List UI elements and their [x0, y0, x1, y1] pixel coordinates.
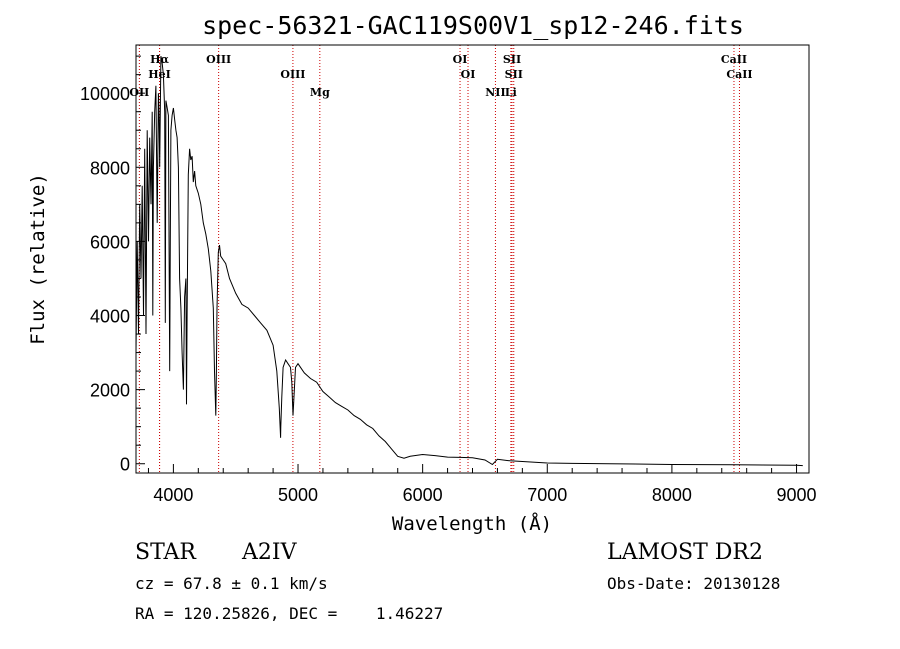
- y-tick-label: 8000: [90, 158, 130, 178]
- x-axis-label: Wavelength (Å): [392, 512, 552, 535]
- marker-label: OII: [129, 86, 149, 99]
- marker-label: OI: [453, 53, 468, 66]
- marker-label: CaII: [721, 53, 747, 66]
- marker-label: HeI: [148, 68, 171, 81]
- y-tick-label: 10000: [80, 84, 130, 104]
- y-tick-label: 0: [120, 455, 130, 475]
- marker-labels: HαHeIOIIOIIIOIIIMgOIOINIISIISIILiCaIICaI…: [129, 53, 752, 99]
- coordinates-text: RA = 120.25826, DEC = 1.46227: [135, 604, 443, 623]
- x-tick-label: 5000: [278, 485, 318, 505]
- x-tick-label: 9000: [777, 485, 817, 505]
- x-tick-label: 8000: [652, 485, 692, 505]
- obs-date-text: Obs-Date: 20130128: [607, 574, 780, 593]
- marker-label: SII: [503, 53, 521, 66]
- survey-name: LAMOST DR2: [607, 540, 763, 565]
- x-tick-label: 7000: [527, 485, 567, 505]
- marker-label: CaII: [726, 68, 752, 81]
- x-tick-label: 6000: [403, 485, 443, 505]
- y-tick-label: 6000: [90, 232, 130, 252]
- object-subclass: A2IV: [241, 540, 298, 565]
- object-class: STAR: [135, 540, 197, 565]
- x-tick-label: 4000: [153, 485, 193, 505]
- y-tick-label: 2000: [90, 381, 130, 401]
- redshift-text: cz = 67.8 ± 0.1 km/s: [135, 574, 328, 593]
- marker-label: NII: [485, 86, 505, 99]
- marker-label: Li: [505, 86, 517, 99]
- y-axis-ticks: 0 2000 4000 6000 8000 10000: [80, 55, 145, 475]
- marker-label: OIII: [280, 68, 305, 81]
- x-axis-ticks: 4000 5000 6000 7000 8000 9000: [147, 464, 817, 505]
- marker-label: SII: [505, 68, 523, 81]
- marker-label: Mg: [310, 86, 330, 99]
- y-tick-label: 4000: [90, 307, 130, 327]
- marker-label: Hα: [150, 53, 169, 66]
- marker-label: OIII: [206, 53, 231, 66]
- chart-title: spec-56321-GAC119S00V1_sp12-246.fits: [202, 11, 744, 40]
- marker-label: OI: [461, 68, 476, 81]
- spectrum-line: [135, 56, 803, 467]
- y-axis-label: Flux (relative): [27, 173, 49, 345]
